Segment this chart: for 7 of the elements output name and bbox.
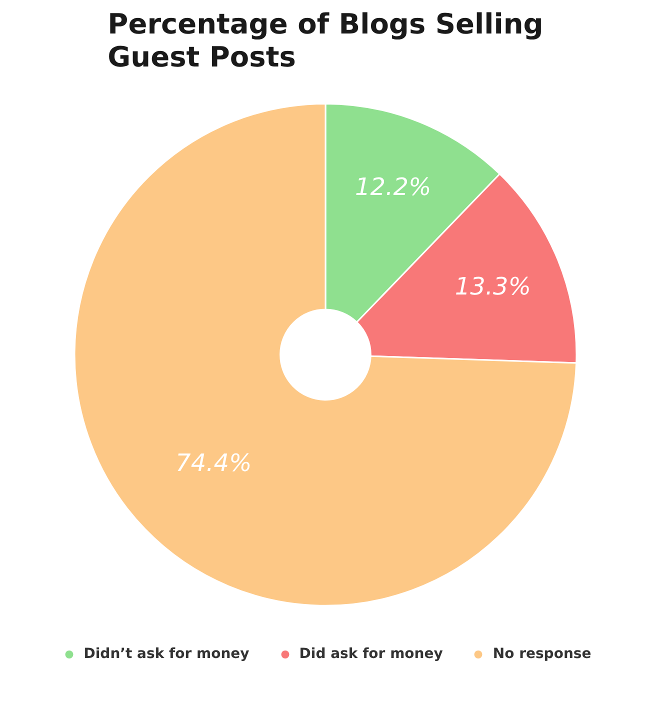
legend-label: Did ask for money [299, 646, 443, 662]
legend-label: No response [492, 646, 592, 662]
data-label: 13.3% [454, 272, 532, 301]
chart-title: Percentage of Blogs Selling Guest Posts [108, 8, 544, 74]
data-label: 74.4% [176, 448, 252, 477]
data-label: 12.2% [355, 173, 432, 202]
legend-label: Didn’t ask for money [84, 646, 250, 662]
